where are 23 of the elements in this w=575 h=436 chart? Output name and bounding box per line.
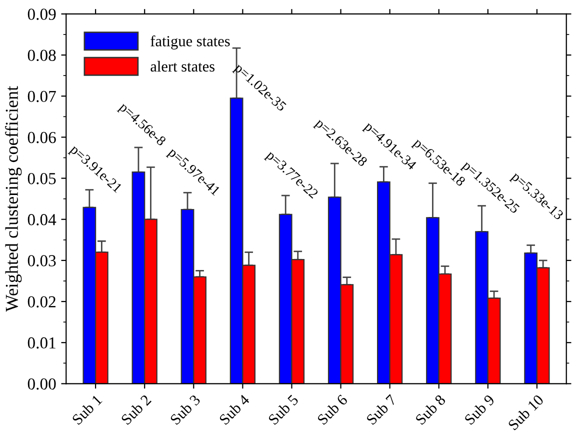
y-tick-label: 0.04 — [28, 214, 56, 226]
x-tick-label: Sub 2 — [120, 394, 152, 426]
y-tick-label: 0.00 — [28, 378, 56, 390]
y-tick-label: 0.03 — [28, 255, 56, 266]
legend-label: alert states — [150, 60, 214, 72]
y-tick-label: 0.06 — [28, 132, 56, 144]
x-tick-label: Sub 3 — [169, 394, 201, 426]
x-tick-label: Sub 1 — [71, 394, 103, 426]
y-tick-label: 0.09 — [28, 8, 56, 20]
x-tick-label: Sub 5 — [268, 394, 299, 426]
x-tick-label: Sub 4 — [218, 394, 250, 426]
y-tick-label: 0.08 — [28, 50, 56, 62]
x-tick-label: Sub 10 — [507, 394, 544, 431]
x-tick-label: Sub 9 — [464, 394, 496, 426]
y-axis-title: Weighted clustering coefficient — [5, 86, 22, 312]
y-tick-label: 0.05 — [28, 172, 56, 184]
x-tick-label: Sub 6 — [316, 394, 348, 426]
y-tick-label: 0.07 — [28, 90, 56, 102]
y-tick-label: 0.01 — [28, 337, 56, 349]
x-tick-label: Sub 8 — [414, 394, 446, 426]
x-tick-label: Sub 7 — [366, 394, 398, 426]
y-tick-label: 0.02 — [28, 296, 56, 308]
legend-label: fatigue states — [150, 35, 230, 50]
